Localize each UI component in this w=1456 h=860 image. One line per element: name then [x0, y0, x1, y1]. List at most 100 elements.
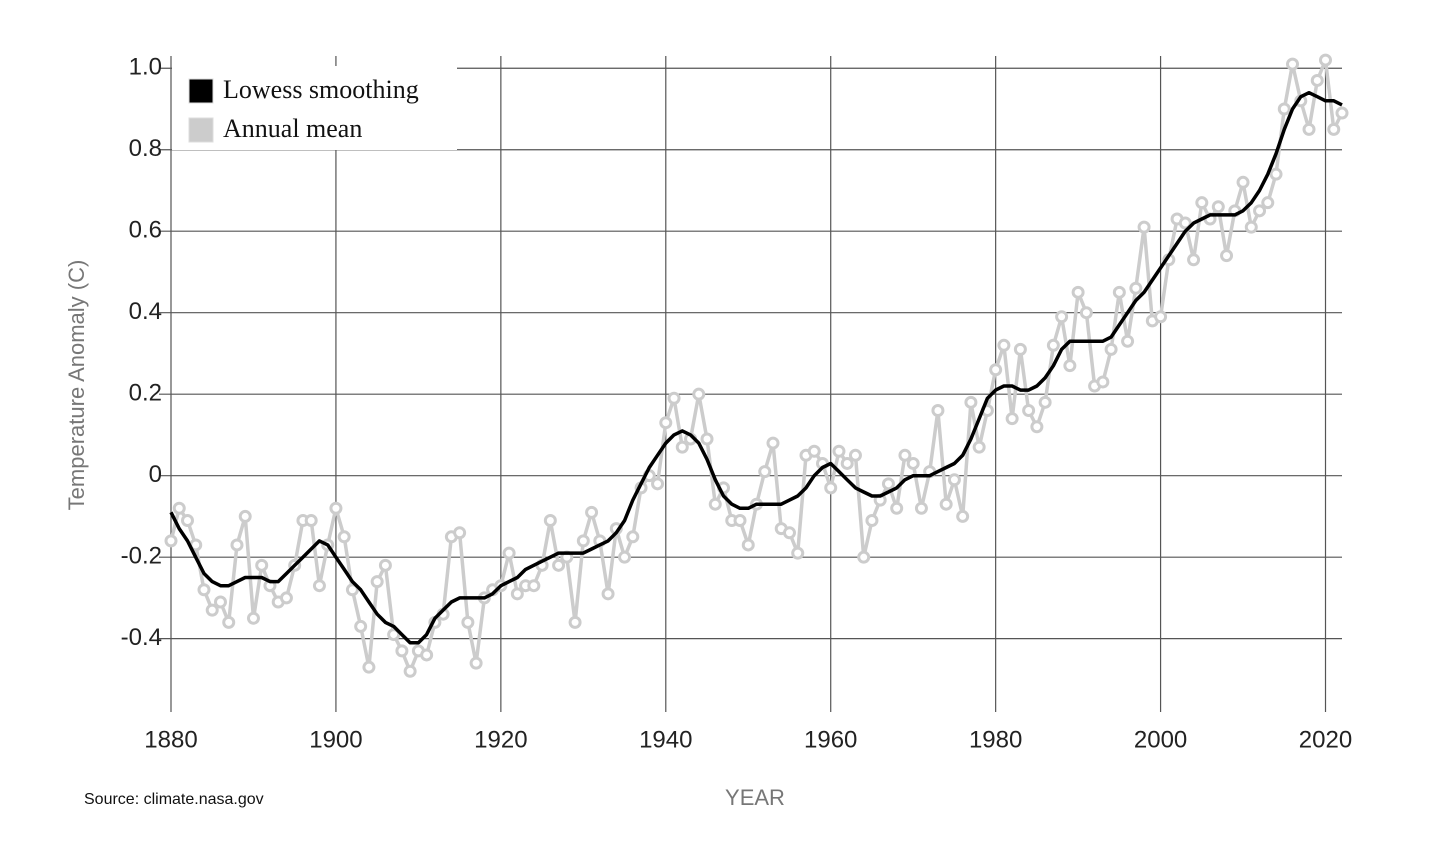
data-point — [857, 550, 871, 564]
data-point — [502, 546, 516, 560]
data-point — [1096, 375, 1110, 389]
data-point — [1005, 412, 1019, 426]
data-point — [931, 403, 945, 417]
data-point — [585, 505, 599, 519]
data-point — [1063, 359, 1077, 373]
data-point — [1220, 249, 1234, 263]
data-point — [164, 534, 178, 548]
data-point — [848, 448, 862, 462]
y-tick-label: 0.4 — [129, 298, 162, 325]
data-point — [329, 501, 343, 515]
data-point — [304, 513, 318, 527]
data-point — [865, 513, 879, 527]
data-point — [354, 619, 368, 633]
data-point — [172, 501, 186, 515]
data-point — [403, 664, 417, 678]
series-line — [169, 58, 1344, 674]
data-point — [1286, 57, 1300, 71]
data-point — [1327, 122, 1341, 136]
data-point — [947, 473, 961, 487]
data-point — [205, 603, 219, 617]
data-point — [601, 587, 615, 601]
data-point — [1335, 106, 1349, 120]
data-point — [791, 546, 805, 560]
x-tick-label: 1940 — [639, 726, 692, 753]
data-point — [543, 513, 557, 527]
data-point — [238, 509, 252, 523]
y-tick-label: -0.4 — [121, 624, 162, 651]
legend-label: Lowess smoothing — [223, 75, 419, 104]
data-point — [387, 628, 401, 642]
x-axis-label: YEAR — [725, 785, 785, 810]
data-point — [1187, 253, 1201, 267]
x-tick-label: 1920 — [474, 726, 527, 753]
data-point — [1129, 281, 1143, 295]
data-point — [651, 477, 665, 491]
data-point — [807, 444, 821, 458]
data-point — [675, 440, 689, 454]
y-tick-label: 0.6 — [129, 217, 162, 244]
data-point — [469, 656, 483, 670]
data-point — [1046, 338, 1060, 352]
data-point — [1112, 285, 1126, 299]
data-point — [766, 436, 780, 450]
y-tick-label: 0.8 — [129, 135, 162, 162]
data-point — [279, 591, 293, 605]
x-tick-label: 1960 — [804, 726, 857, 753]
source-note: Source: climate.nasa.gov — [84, 791, 264, 808]
data-point — [510, 587, 524, 601]
data-point — [1154, 310, 1168, 324]
data-point — [626, 530, 640, 544]
data-point — [362, 660, 376, 674]
data-point — [1269, 167, 1283, 181]
data-point — [420, 648, 434, 662]
data-point — [1013, 342, 1027, 356]
data-point — [337, 530, 351, 544]
data-point — [1071, 285, 1085, 299]
y-axis-label: Temperature Anomaly (C) — [64, 260, 89, 511]
data-point — [1030, 420, 1044, 434]
data-point — [527, 579, 541, 593]
data-point — [453, 526, 467, 540]
data-point — [782, 526, 796, 540]
legend-label: Annual mean — [223, 114, 362, 143]
data-point — [1038, 395, 1052, 409]
data-point — [832, 444, 846, 458]
data-point — [1178, 216, 1192, 230]
x-tick-label: 2020 — [1299, 726, 1352, 753]
data-point — [1079, 306, 1093, 320]
legend-swatch — [188, 78, 214, 104]
data-point — [1277, 102, 1291, 116]
data-point — [213, 595, 227, 609]
data-point — [890, 501, 904, 515]
data-point — [881, 477, 895, 491]
data-point — [824, 481, 838, 495]
data-point — [758, 465, 772, 479]
data-point — [370, 575, 384, 589]
data-point — [1195, 196, 1209, 210]
data-point — [378, 558, 392, 572]
data-point — [1104, 342, 1118, 356]
data-point — [1211, 200, 1225, 214]
data-point — [395, 644, 409, 658]
legend: Lowess smoothing Annual mean — [172, 66, 457, 150]
data-point — [692, 387, 706, 401]
series-line — [169, 90, 1343, 645]
data-point — [964, 395, 978, 409]
data-point — [659, 416, 673, 430]
data-point — [230, 538, 244, 552]
data-point — [1055, 310, 1069, 324]
data-point — [939, 497, 953, 511]
data-point — [708, 497, 722, 511]
y-tick-label: 0.2 — [129, 380, 162, 407]
data-point — [618, 550, 632, 564]
data-point — [197, 583, 211, 597]
data-point — [1310, 73, 1324, 87]
data-point — [972, 440, 986, 454]
data-point — [700, 432, 714, 446]
data-point — [1121, 334, 1135, 348]
data-point — [898, 448, 912, 462]
data-point — [667, 391, 681, 405]
data-point — [1236, 175, 1250, 189]
